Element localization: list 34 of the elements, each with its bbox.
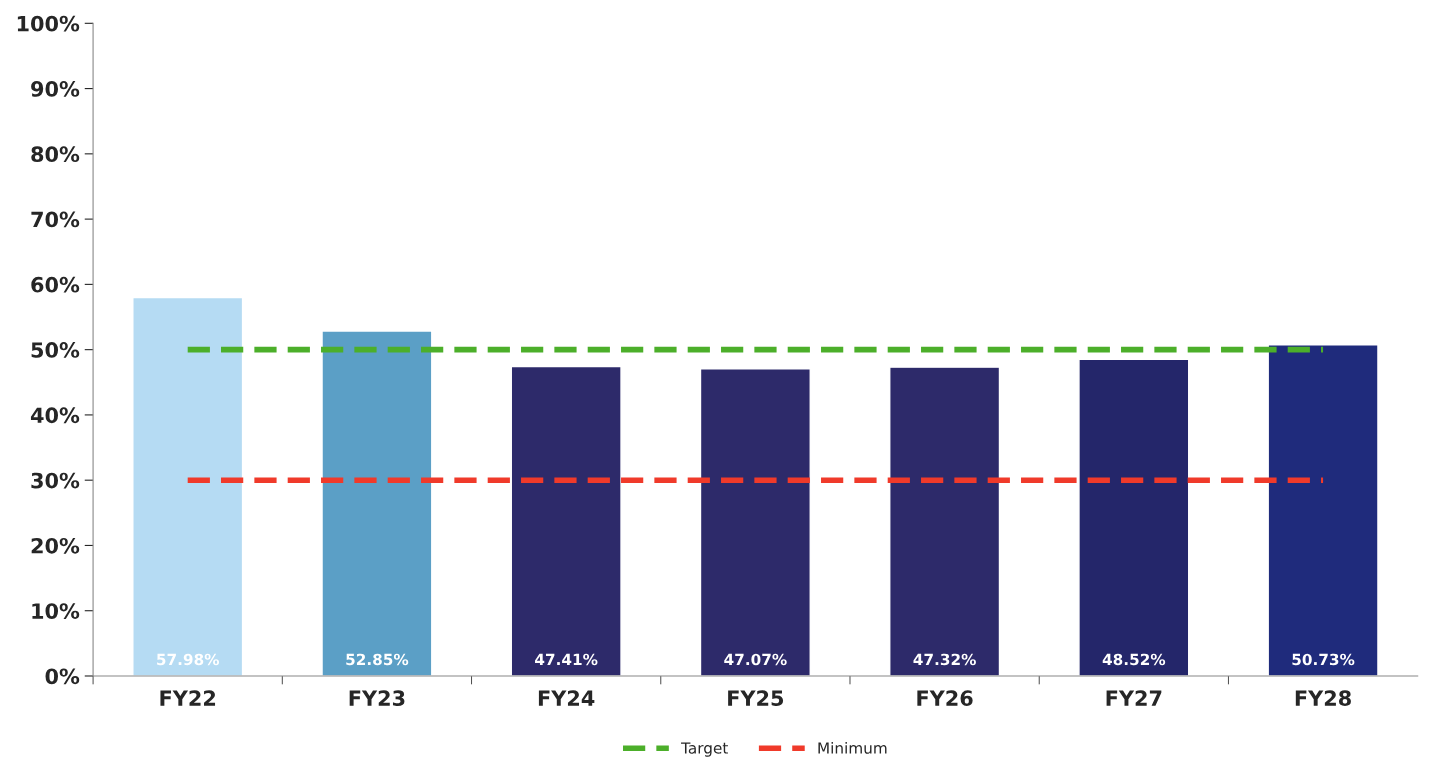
data-label: 47.41% xyxy=(535,653,598,666)
y-tick-label: 50% xyxy=(31,342,80,358)
y-tick-label: 40% xyxy=(30,407,80,424)
data-label: 48.52% xyxy=(1102,653,1166,666)
bar xyxy=(699,368,811,676)
bar xyxy=(510,365,622,676)
data-label: 50.73% xyxy=(1292,653,1355,666)
x-tick-label: FY28 xyxy=(1295,690,1351,707)
bar xyxy=(321,330,433,676)
x-tick-label: FY24 xyxy=(538,690,595,706)
y-tick-label: 0% xyxy=(45,668,80,685)
y-tick-label: 20% xyxy=(31,537,80,554)
bar xyxy=(1078,358,1190,676)
bar xyxy=(1267,344,1379,676)
y-tick-label: 100% xyxy=(17,15,80,32)
bar xyxy=(132,296,244,676)
data-label: 57.98% xyxy=(157,653,220,666)
x-tick-label: FY23 xyxy=(349,690,405,707)
y-tick-label: 60% xyxy=(31,276,80,293)
legend-label: Minimum xyxy=(818,741,887,754)
x-tick-label: FY22 xyxy=(160,690,216,706)
y-tick-label: 70% xyxy=(31,211,80,228)
data-label: 47.07% xyxy=(724,653,787,666)
y-tick-label: 10% xyxy=(32,603,80,619)
y-tick-label: 30% xyxy=(31,472,80,489)
x-tick-label: FY25 xyxy=(728,690,784,707)
y-tick-label: 90% xyxy=(31,81,80,97)
x-tick-label: FY26 xyxy=(917,690,973,707)
data-label: 52.85% xyxy=(346,653,409,666)
x-tick-label: FY27 xyxy=(1106,690,1162,706)
y-tick-label: 80% xyxy=(31,146,80,163)
data-label: 47.32% xyxy=(913,653,976,666)
legend-label: Target xyxy=(681,742,728,757)
bar xyxy=(889,366,1001,676)
